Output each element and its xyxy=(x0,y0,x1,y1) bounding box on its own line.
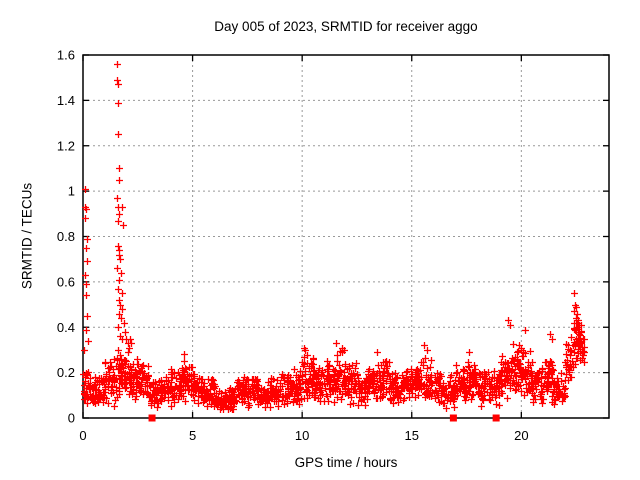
tick-marks xyxy=(82,54,609,419)
scatter-plus-markers xyxy=(80,61,588,413)
y-tick-label: 1.4 xyxy=(57,93,75,108)
gap-square-marker xyxy=(492,414,500,422)
y-tick-label: 1.6 xyxy=(57,48,75,63)
y-tick-label: 1.2 xyxy=(57,138,75,153)
y-tick-label: 0.6 xyxy=(57,274,75,289)
y-tick-label: 0 xyxy=(68,411,75,426)
x-tick-label: 0 xyxy=(79,428,86,443)
scatter-series xyxy=(80,61,588,422)
x-axis-label: GPS time / hours xyxy=(294,455,398,470)
x-tick-label: 15 xyxy=(405,428,419,443)
gap-square-marker xyxy=(148,414,156,422)
gap-square-marker xyxy=(449,414,457,422)
x-tick-label: 20 xyxy=(514,428,528,443)
grid-lines xyxy=(83,55,609,418)
y-tick-label: 0.2 xyxy=(57,365,75,380)
x-tick-label: 10 xyxy=(295,428,309,443)
chart-title: Day 005 of 2023, SRMTID for receiver agg… xyxy=(214,19,478,34)
x-tick-label: 5 xyxy=(189,428,196,443)
y-tick-label: 0.4 xyxy=(57,320,75,335)
tick-labels: 0 5 10 15 20 0 0.2 0.4 0.6 0.8 1 1.2 1.4 1.6 xyxy=(57,48,529,444)
y-tick-label: 1 xyxy=(68,184,75,199)
y-tick-label: 0.8 xyxy=(57,229,75,244)
